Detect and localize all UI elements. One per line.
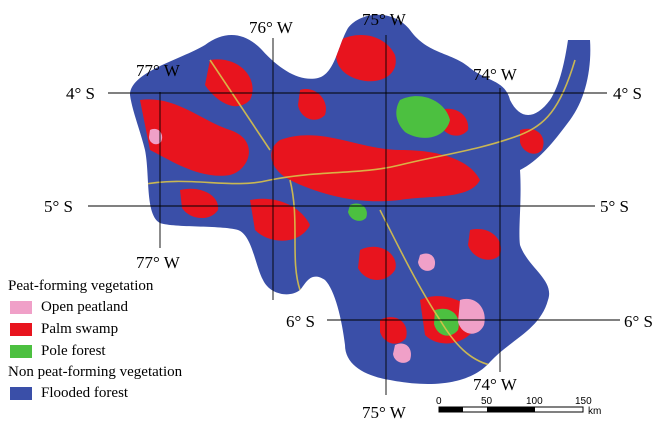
lon-76w-top: 76° W	[249, 18, 294, 37]
lon-75w-top: 75° W	[362, 10, 407, 29]
map-region	[130, 14, 591, 385]
lon-75w-bottom: 75° W	[362, 403, 407, 422]
lat-4s-right: 4° S	[613, 84, 642, 103]
flooded-forest-swatch	[10, 386, 32, 400]
lat-4s-left: 4° S	[66, 84, 95, 103]
lat-6s-right: 6° S	[624, 312, 653, 331]
legend-label-pole-forest: Pole forest	[41, 342, 106, 359]
legend-item-palm-swamp: Palm swamp	[8, 318, 308, 340]
pole-forest-swatch	[10, 344, 32, 358]
palm-swamp-swatch	[10, 322, 32, 336]
scale-unit: km	[588, 406, 601, 417]
lon-77w-bottom: 77° W	[136, 253, 181, 272]
lon-74w-bottom: 74° W	[473, 375, 518, 394]
legend-peat-heading: Peat-forming vegetation	[8, 278, 154, 294]
open-peatland-patches	[149, 128, 485, 363]
lat-5s-left: 5° S	[44, 197, 73, 216]
palm-swamp-patches	[140, 35, 544, 344]
legend-label-palm-swamp: Palm swamp	[41, 320, 119, 337]
scale-tick-100: 100	[526, 396, 543, 407]
legend-label-open-peatland: Open peatland	[41, 298, 129, 315]
legend-item-pole-forest: Pole forest	[8, 340, 308, 362]
lon-77w-top: 77° W	[136, 61, 181, 80]
legend-label-flooded-forest: Flooded forest	[41, 384, 129, 401]
legend-item-open-peatland: Open peatland	[8, 296, 308, 318]
lat-6s-left: 6° S	[286, 312, 315, 331]
graticule	[88, 35, 620, 395]
scale-tick-50: 50	[481, 396, 493, 407]
scale-tick-150: 150	[575, 396, 592, 407]
lat-5s-right: 5° S	[600, 197, 629, 216]
coordinate-labels: 4° S 4° S 5° S 5° S 6° S 6° S 77° W 77° …	[44, 10, 653, 422]
legend-item-flooded-forest: Flooded forest	[8, 382, 308, 404]
legend-nonpeat-heading: Non peat-forming vegetation	[8, 364, 183, 380]
open-peatland-swatch	[10, 300, 32, 314]
lon-74w-top: 74° W	[473, 65, 518, 84]
river-lines	[139, 59, 576, 366]
scale-tick-0: 0	[436, 396, 442, 407]
scale-bar: 0 50 100 150 km	[436, 396, 601, 417]
legend: Peat-forming vegetation Open peatland Pa…	[8, 276, 308, 404]
